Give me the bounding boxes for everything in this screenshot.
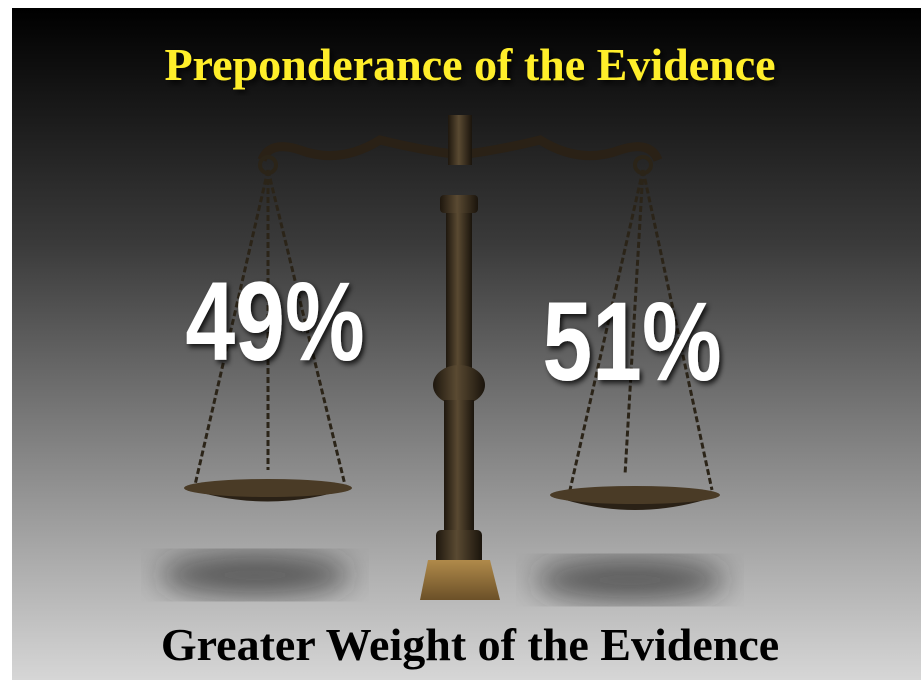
left-label: 49% (185, 260, 364, 385)
subtitle: Greater Weight of the Evidence (161, 619, 779, 670)
right-label: 51% (542, 280, 721, 405)
title: Preponderance of the Evidence (164, 39, 775, 90)
page: Preponderance of the Evidence 49% 51% Gr… (0, 0, 921, 680)
slide: Preponderance of the Evidence 49% 51% Gr… (0, 0, 921, 680)
